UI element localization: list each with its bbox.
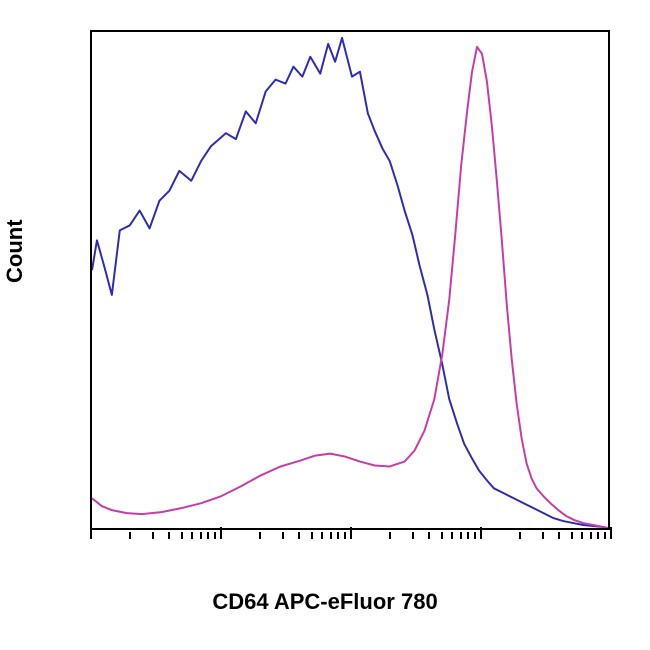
x-tick-major — [610, 527, 612, 539]
series-control — [92, 38, 608, 528]
x-tick-minor — [542, 532, 544, 539]
chart-container — [90, 30, 610, 530]
x-tick-minor — [344, 532, 346, 539]
x-tick-minor — [474, 532, 476, 539]
x-tick-minor — [519, 532, 521, 539]
histogram-svg — [92, 32, 608, 528]
x-tick-minor — [597, 532, 599, 539]
x-tick-major — [90, 527, 92, 539]
x-tick-major — [480, 527, 482, 539]
x-tick-minor — [152, 532, 154, 539]
x-tick-minor — [571, 532, 573, 539]
x-tick-minor — [214, 532, 216, 539]
x-tick-minor — [412, 532, 414, 539]
y-axis-label: Count — [2, 219, 28, 283]
x-tick-minor — [207, 532, 209, 539]
x-tick-minor — [337, 532, 339, 539]
x-tick-minor — [590, 532, 592, 539]
plot-area — [90, 30, 610, 530]
x-tick-minor — [467, 532, 469, 539]
x-tick-minor — [298, 532, 300, 539]
x-tick-minor — [129, 532, 131, 539]
x-tick-minor — [282, 532, 284, 539]
x-tick-minor — [168, 532, 170, 539]
x-tick-minor — [428, 532, 430, 539]
x-tick-minor — [321, 532, 323, 539]
x-axis-label: CD64 APC-eFluor 780 — [212, 589, 437, 615]
x-axis-ticks — [90, 527, 610, 537]
x-tick-minor — [581, 532, 583, 539]
x-tick-minor — [451, 532, 453, 539]
x-tick-minor — [460, 532, 462, 539]
x-tick-minor — [311, 532, 313, 539]
x-tick-minor — [259, 532, 261, 539]
x-tick-minor — [441, 532, 443, 539]
x-tick-minor — [191, 532, 193, 539]
x-tick-minor — [389, 532, 391, 539]
x-tick-major — [220, 527, 222, 539]
x-tick-major — [350, 527, 352, 539]
x-tick-minor — [181, 532, 183, 539]
x-tick-minor — [330, 532, 332, 539]
x-tick-minor — [604, 532, 606, 539]
x-tick-minor — [200, 532, 202, 539]
x-tick-minor — [558, 532, 560, 539]
series-stained — [92, 47, 608, 528]
